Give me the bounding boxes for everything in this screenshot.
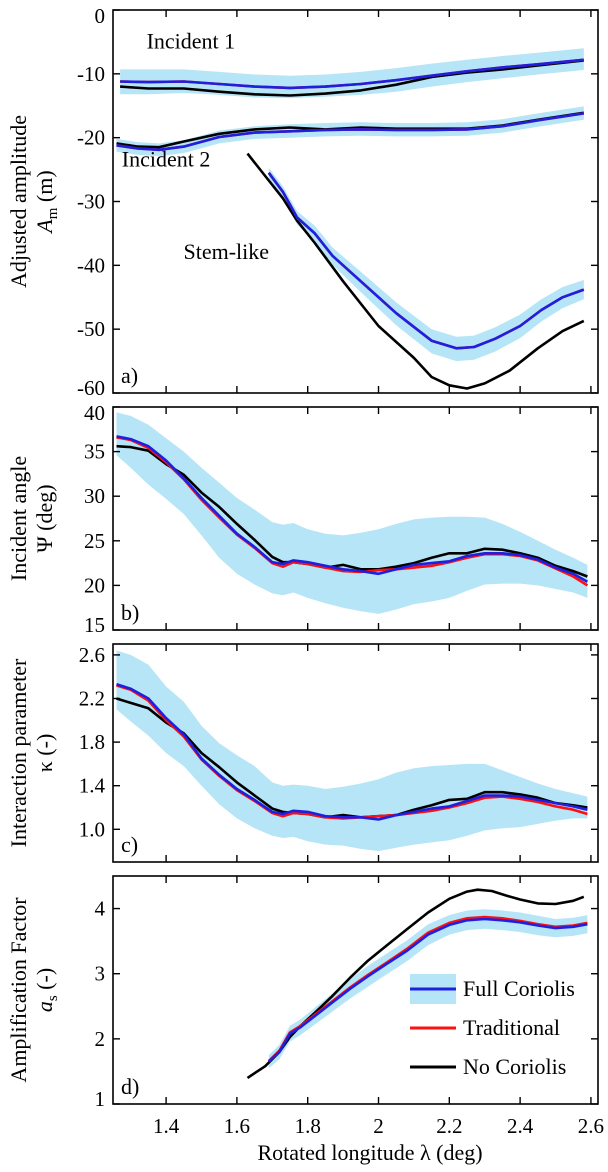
panel-a: 0 -10 -20 -30 -40 -50 -60 a) Adjusted amplitude A… <box>6 4 599 400</box>
x-tick-label: 2.6 <box>578 1114 604 1138</box>
plot-area <box>116 412 589 614</box>
x-tick-label: 2 <box>373 1114 384 1138</box>
full-coriolis-line <box>116 683 588 821</box>
y-axis-subscript: m <box>45 207 61 219</box>
plot-area <box>246 888 588 1079</box>
series-annotation: Stem-like <box>184 239 270 264</box>
y-tick-label: -20 <box>77 126 105 150</box>
y-tick-label: 35 <box>84 440 105 464</box>
panel-frame <box>112 406 599 631</box>
panel-frame <box>112 643 599 863</box>
y-axis-label: Interaction parameter <box>6 658 31 847</box>
uncertainty-band <box>116 412 588 614</box>
y-tick-label: 0 <box>95 4 106 28</box>
uncertainty-band <box>116 106 584 157</box>
series-annotation: Incident 2 <box>122 146 211 171</box>
y-tick-label: 15 <box>84 613 105 637</box>
y-axis-label: Incident angle <box>6 456 31 581</box>
y-axis-label-symbol: Am (m) <box>32 170 61 234</box>
legend-label: Traditional <box>463 1015 560 1040</box>
y-tick-label: 1.8 <box>79 730 105 754</box>
y-tick-label: 2.2 <box>79 687 105 711</box>
y-tick-label: 1.4 <box>79 774 106 798</box>
y-axis-label-symbol: κ (-) <box>32 734 57 773</box>
panel-c: 1.0 1.4 1.8 2.2 2.6 c) Interaction parameter κ … <box>6 643 599 863</box>
y-axis-label: Adjusted amplitude <box>6 115 31 288</box>
y-tick-label: 1.0 <box>79 817 105 841</box>
y-tick-label: -50 <box>77 317 105 341</box>
no-coriolis-line <box>116 444 588 578</box>
y-tick-label: 25 <box>84 529 105 553</box>
panel-label: d) <box>121 1074 139 1099</box>
x-tick-label: 1.6 <box>224 1114 250 1138</box>
panel-label: c) <box>121 832 138 857</box>
legend-label: Full Coriolis <box>463 976 575 1001</box>
y-tick-label: -10 <box>77 62 105 86</box>
panel-label: b) <box>121 600 139 625</box>
y-axis-symbol: a <box>32 1001 57 1012</box>
full-coriolis-line <box>120 58 584 90</box>
full-coriolis-line <box>267 917 588 1063</box>
legend: Full Coriolis Traditional No Coriolis <box>410 974 575 1079</box>
uncertainty-band <box>268 909 588 1069</box>
panel-d: 1 2 3 4 d) Amplification Factor as (-) <box>6 875 599 1111</box>
y-tick-label: -40 <box>77 253 105 277</box>
panel-frame <box>112 875 599 1105</box>
y-tick-label: 20 <box>84 573 105 597</box>
x-axis-label: Rotated longitude λ (deg) <box>257 1140 482 1165</box>
y-tick-label: 40 <box>84 401 105 425</box>
plot-area <box>116 650 588 852</box>
no-coriolis-line <box>246 152 585 390</box>
uncertainty-band <box>268 167 584 362</box>
full-coriolis-line <box>267 172 585 350</box>
uncertainty-band <box>116 650 588 852</box>
y-axis-label: Amplification Factor <box>6 897 31 1083</box>
y-axis-subscript: s <box>45 995 61 1001</box>
legend-label: No Coriolis <box>463 1054 566 1079</box>
x-tick-label: 2.2 <box>436 1114 462 1138</box>
full-coriolis-line <box>116 112 584 152</box>
x-tick-label: 2.4 <box>507 1114 534 1138</box>
x-tick-label: 1.4 <box>153 1114 180 1138</box>
x-tick-label: 1.8 <box>295 1114 321 1138</box>
y-axis-unit: (m) <box>32 170 57 207</box>
y-tick-label: -60 <box>77 376 105 400</box>
no-coriolis-line <box>116 697 588 819</box>
y-tick-label: 2.6 <box>79 643 105 667</box>
y-tick-label: 3 <box>95 962 106 986</box>
panel-label: a) <box>121 363 138 388</box>
no-coriolis-line <box>120 59 584 97</box>
x-tick-labels: 1.4 1.6 1.8 2 2.2 2.4 2.6 <box>153 1114 604 1138</box>
plot-area <box>116 48 585 390</box>
y-axis-label-symbol: Ψ (deg) <box>32 484 57 552</box>
y-tick-label: -30 <box>77 190 105 214</box>
series-annotation: Incident 1 <box>147 28 236 53</box>
panel-b: 15 20 25 30 35 40 b) Incident angle Ψ (deg) <box>6 401 599 637</box>
full-coriolis-line <box>116 435 589 583</box>
y-tick-label: 4 <box>95 897 106 921</box>
y-axis-unit: (-) <box>32 968 57 995</box>
y-tick-label: 30 <box>84 484 105 508</box>
y-axis-symbol: A <box>32 219 57 235</box>
y-tick-label: 1 <box>95 1087 106 1111</box>
y-tick-label: 2 <box>95 1027 106 1051</box>
y-axis-label-symbol: as (-) <box>32 968 61 1012</box>
